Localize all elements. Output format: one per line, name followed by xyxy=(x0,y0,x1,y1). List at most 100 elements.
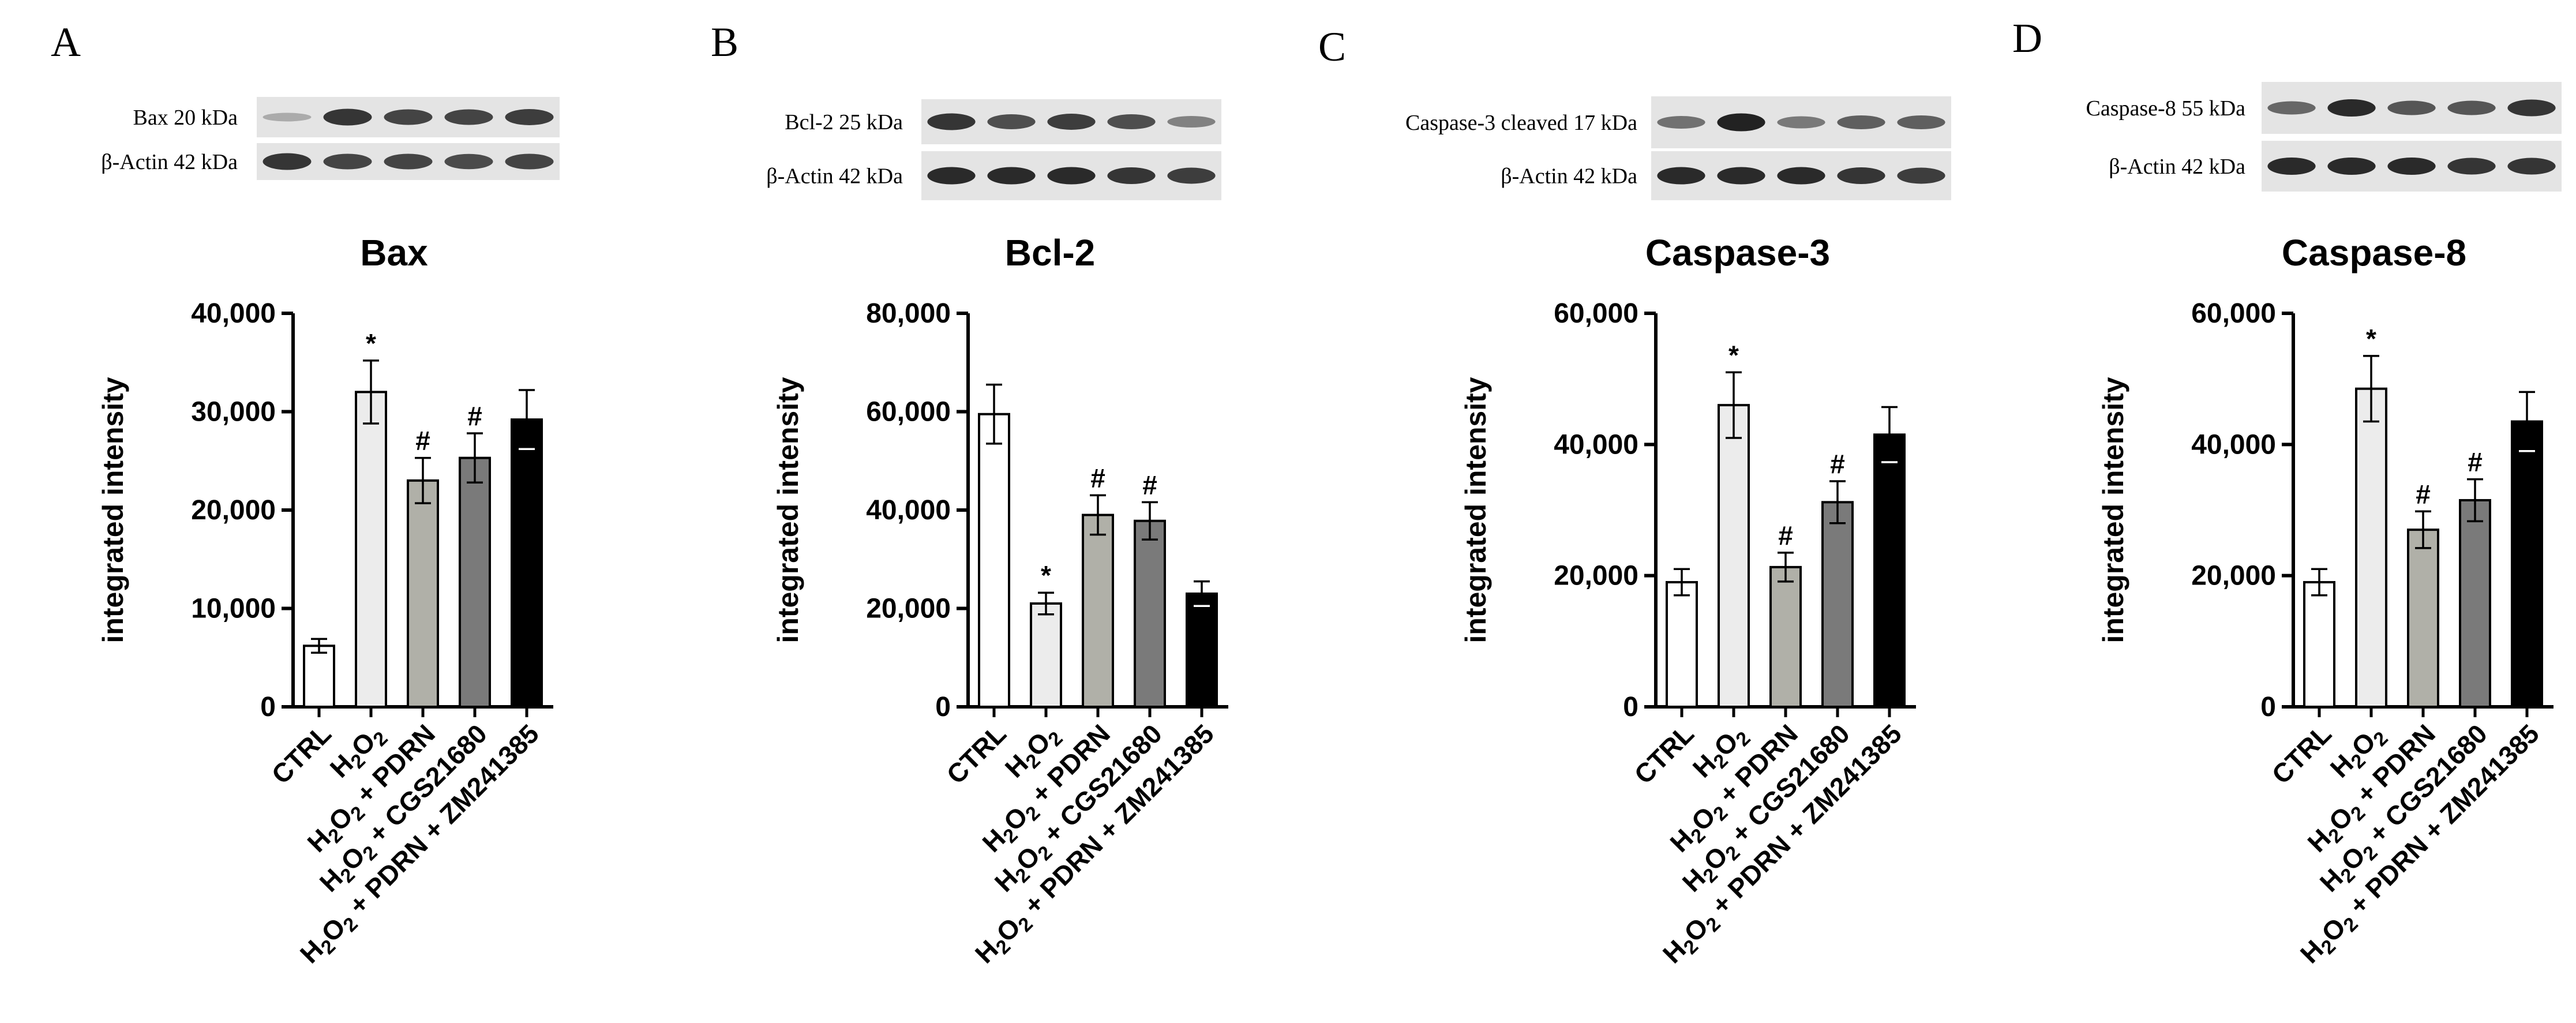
blot-band xyxy=(444,109,493,125)
blot-band xyxy=(1837,115,1885,129)
blot-band xyxy=(1657,167,1705,185)
chart-title: Bcl-2 xyxy=(1005,232,1096,273)
x-tick-label: CTRL xyxy=(265,718,336,789)
significance-marker: * xyxy=(1041,560,1051,590)
y-tick-label: 40,000 xyxy=(191,298,276,329)
blot-label: β-Actin 42 kDa xyxy=(1501,164,1637,189)
bar xyxy=(303,644,335,709)
panel-letter: B xyxy=(711,19,738,65)
panel-letter: A xyxy=(51,19,81,65)
significance-marker: # xyxy=(1778,520,1793,550)
blot-strip: Caspase-8 55 kDa xyxy=(2086,82,2562,134)
bar xyxy=(2459,499,2491,708)
y-tick-label: 10,000 xyxy=(191,594,276,624)
blot-band xyxy=(927,167,976,185)
bar xyxy=(2355,387,2387,708)
chart-title: Bax xyxy=(360,232,428,273)
blot-band xyxy=(1047,167,1096,185)
blot-band xyxy=(2387,100,2436,115)
blot-label: β-Actin 42 kDa xyxy=(766,164,903,189)
x-tick-label: CTRL xyxy=(2266,718,2337,789)
bar xyxy=(2407,529,2439,708)
blot-band xyxy=(323,153,372,170)
blot-band xyxy=(1107,167,1156,184)
y-tick-label: 30,000 xyxy=(191,397,276,428)
bar xyxy=(2511,420,2543,708)
y-tick-label: 0 xyxy=(2260,692,2276,722)
blot-strip: β-Actin 42 kDa xyxy=(101,143,560,180)
y-tick-label: 20,000 xyxy=(2191,561,2276,591)
y-tick-label: 80,000 xyxy=(866,298,951,329)
y-tick-label: 40,000 xyxy=(866,495,951,526)
significance-marker: * xyxy=(366,328,376,358)
blot-band xyxy=(2447,158,2496,175)
y-tick-label: 20,000 xyxy=(191,495,276,526)
bar xyxy=(1821,501,1854,708)
y-axis-label: integrated intensity xyxy=(1460,377,1492,643)
blot-band xyxy=(1897,167,1945,184)
significance-marker: # xyxy=(467,401,482,431)
panel-letter: D xyxy=(2012,15,2042,61)
y-tick-label: 20,000 xyxy=(866,594,951,624)
y-axis-label: integrated intensity xyxy=(2097,377,2129,643)
bar xyxy=(407,479,439,708)
blot-band xyxy=(1777,116,1825,129)
blot-band xyxy=(505,153,554,170)
blot-label: β-Actin 42 kDa xyxy=(2109,155,2245,179)
bar xyxy=(355,391,387,708)
significance-marker: # xyxy=(2468,447,2483,477)
significance-marker: # xyxy=(415,426,430,456)
significance-marker: * xyxy=(1728,340,1739,370)
blot-band xyxy=(2447,100,2496,115)
significance-marker: # xyxy=(1090,463,1105,493)
blot-band xyxy=(505,109,554,125)
blot-band xyxy=(1717,113,1765,132)
bar xyxy=(1769,565,1802,709)
blot-band xyxy=(1107,114,1156,129)
blot-band xyxy=(927,113,976,130)
blot-band xyxy=(1167,116,1216,128)
x-tick-label-group: CTRL xyxy=(2266,718,2337,789)
blot-band xyxy=(987,114,1036,129)
blot-band xyxy=(2387,158,2436,175)
blot-strip: β-Actin 42 kDa xyxy=(2109,141,2562,192)
bar xyxy=(1186,592,1218,709)
blot-band xyxy=(1777,167,1825,185)
blot-label: β-Actin 42 kDa xyxy=(101,150,238,174)
blot-band xyxy=(1167,167,1216,184)
panel-c: C Caspase-3 cleaved 17 kDa β-Actin 42 kDa C… xyxy=(1318,24,1951,969)
blot-band xyxy=(1657,116,1705,129)
y-tick-label: 0 xyxy=(1623,692,1638,722)
bar xyxy=(978,413,1010,708)
blot-band xyxy=(2267,158,2316,175)
bar xyxy=(1134,519,1166,708)
blot-band xyxy=(987,167,1036,185)
blot-band xyxy=(444,153,493,170)
blot-band xyxy=(2267,101,2316,115)
blot-strip: Bcl-2 25 kDa xyxy=(785,99,1221,144)
y-tick-label: 0 xyxy=(260,692,276,722)
x-tick-label-group: CTRL xyxy=(940,718,1011,789)
x-tick-label-group: CTRL xyxy=(265,718,336,789)
panel-d: D Caspase-8 55 kDa β-Actin 42 kDa Caspase-8… xyxy=(2012,15,2562,969)
blot-strip: Bax 20 kDa xyxy=(133,97,560,137)
y-tick-label: 60,000 xyxy=(866,397,951,428)
blot-label: Bcl-2 25 kDa xyxy=(785,110,903,134)
blot-strip: β-Actin 42 kDa xyxy=(1501,151,1951,200)
y-tick-label: 60,000 xyxy=(2191,298,2276,329)
significance-marker: # xyxy=(1830,449,1845,479)
x-tick-label: CTRL xyxy=(1628,718,1699,789)
bar xyxy=(459,456,491,708)
y-axis-label: integrated intensity xyxy=(97,377,129,643)
blot-strip: β-Actin 42 kDa xyxy=(766,151,1221,200)
blot-band xyxy=(263,153,312,170)
panel-a: A Bax 20 kDa β-Actin 42 kDa Bax integrated i… xyxy=(51,19,560,969)
blot-band xyxy=(2327,99,2376,117)
blot-band xyxy=(2327,158,2376,175)
bar xyxy=(1030,602,1062,708)
x-tick-label: CTRL xyxy=(940,718,1011,789)
bar xyxy=(1082,514,1114,709)
blot-band xyxy=(323,108,372,126)
blot-label: Caspase-3 cleaved 17 kDa xyxy=(1405,111,1637,135)
